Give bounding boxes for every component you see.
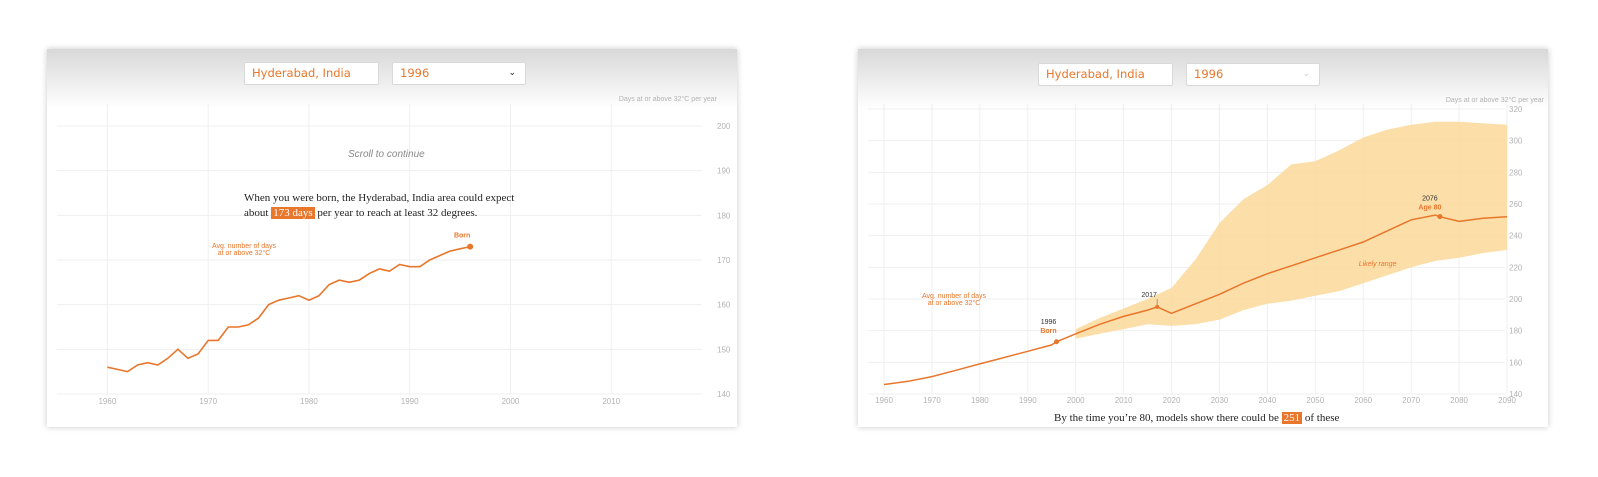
x-tick-label: 2010 [1115,396,1133,405]
y-tick-label: 200 [717,122,731,131]
mark-2076-label: 2076 [1422,196,1438,203]
x-tick-label: 2050 [1306,396,1324,405]
x-tick-label: 1970 [199,397,217,406]
y-tick-label: 220 [1509,263,1523,272]
mark-2017-point [1155,304,1160,309]
x-tick-label: 2040 [1258,396,1276,405]
location-input[interactable]: Hyderabad, India [244,62,379,85]
y-tick-label: 180 [1509,327,1523,336]
born-point [1054,339,1060,345]
born-year-label: 1996 [1041,319,1057,326]
x-tick-label: 2070 [1402,396,1420,405]
series-label: at or above 32°C [218,249,271,257]
birth-year-select[interactable]: 1996 ⌄ [392,62,526,85]
story-before: When you were born, the Hyderabad, India… [244,192,515,219]
x-tick-label: 2000 [1067,396,1085,405]
age-80-point [1437,214,1443,220]
birth-year-select[interactable]: 1996 ⌄ [1186,63,1320,86]
y-tick-label: 260 [1509,200,1523,209]
y-tick-label: 160 [1509,358,1523,367]
chevron-down-icon: ⌄ [508,68,516,78]
birth-year-value: 1996 [1194,67,1224,81]
y-tick-label: 240 [1509,232,1523,241]
x-tick-label: 2030 [1211,396,1229,405]
x-tick-label: 2020 [1163,396,1181,405]
y-tick-label: 150 [717,345,731,354]
x-tick-label: 1960 [875,396,893,405]
x-tick-label: 1960 [98,397,116,406]
story-after: of these [1302,412,1340,424]
chart-right: 1960 1970 1980 1990 2000 2010 2020 2030 2040 2050… [868,96,1545,405]
likely-range-label: Likely range [1359,261,1397,268]
x-tick-label: 1970 [923,396,941,405]
born-point [467,243,474,250]
chart-panel-left: Hyderabad, India 1996 ⌄ 1960 1970 1980 1990… [47,49,737,427]
story-after: per year to reach at least 32 degrees. [314,207,478,219]
x-tick-label: 2010 [602,397,620,406]
likely-range-band [1075,121,1507,339]
born-label: Born [1040,328,1056,335]
y-tick-label: 300 [1509,137,1523,146]
series-label: at or above 32°C [928,299,981,307]
y-tick-label: 160 [717,301,731,310]
y-tick-label: 280 [1509,168,1523,177]
scroll-hint: Scroll to continue [348,149,425,160]
y-tick-label: 190 [717,167,731,176]
x-tick-label: 2080 [1450,396,1468,405]
chart-left: 1960 1970 1980 1990 2000 2010 140 150 160 170 180 1… [57,95,731,406]
birth-year-value: 1996 [400,66,430,80]
story-text: By the time you’re 80, models show there… [1054,411,1474,426]
x-tick-label: 1990 [401,397,419,406]
y-tick-label: 140 [717,390,731,399]
x-tick-label: 2090 [1498,396,1516,405]
y-axis-unit-label: Days at or above 32°C per year [1446,96,1545,104]
y-tick-label: 200 [1509,295,1523,304]
chart-panel-right: Hyderabad, India 1996 ⌄ 1960 1970 1980 1990… [858,49,1548,427]
location-value: Hyderabad, India [252,66,351,80]
x-tick-label: 1980 [300,397,318,406]
y-tick-label: 140 [1509,390,1523,399]
story-before: By the time you’re 80, models show there… [1054,412,1282,424]
y-tick-label: 320 [1509,105,1523,114]
story-highlight: 173 days [271,207,315,219]
location-value: Hyderabad, India [1046,67,1145,81]
series-label: Avg. number of days [212,243,277,250]
x-tick-label: 1990 [1019,396,1037,405]
series-line [107,245,471,373]
chevron-down-icon: ⌄ [1302,69,1310,79]
y-tick-label: 180 [717,211,731,220]
x-tick-label: 1980 [971,396,989,405]
y-tick-label: 170 [717,256,731,265]
x-tick-label: 2060 [1354,396,1372,405]
series-line [883,214,1508,386]
mark-2017-label: 2017 [1141,292,1157,299]
story-text: When you were born, the Hyderabad, India… [244,191,534,221]
story-highlight: 251 [1281,412,1303,424]
location-input[interactable]: Hyderabad, India [1038,63,1173,86]
age-label: Age 80 [1418,205,1441,212]
born-label: Born [454,233,470,240]
y-axis-unit-label: Days at or above 32°C per year [619,95,718,103]
x-tick-label: 2000 [502,397,520,406]
series-label: Avg. number of days [922,293,987,300]
